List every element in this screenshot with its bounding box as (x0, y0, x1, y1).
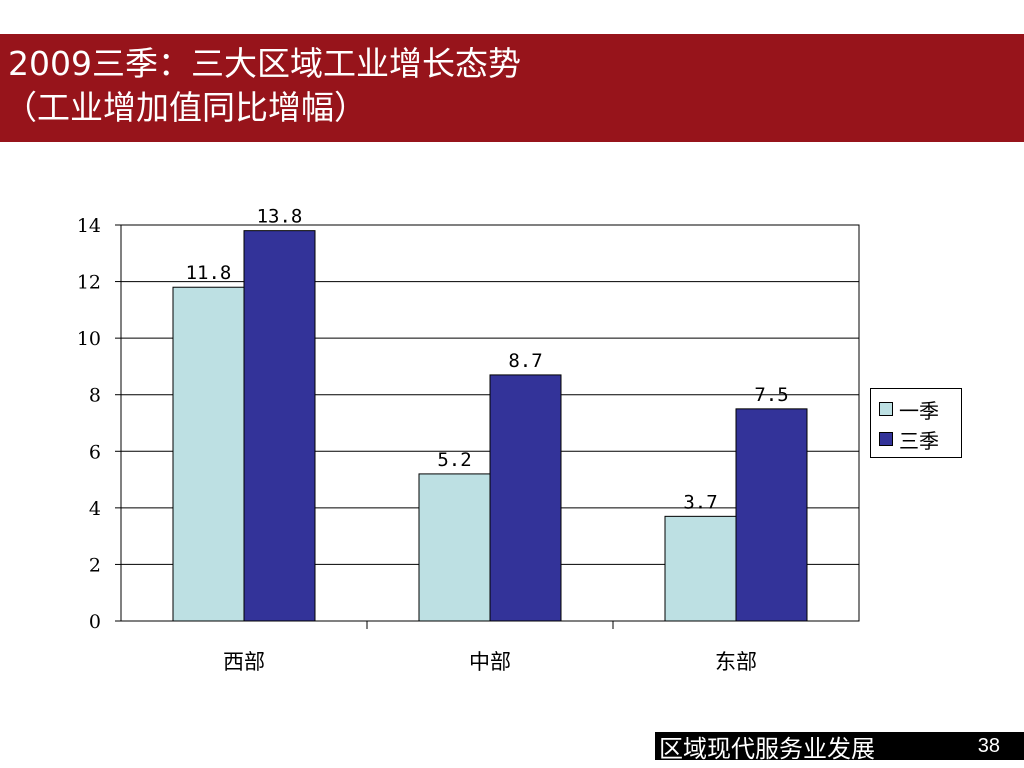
y-tick-label-2: 2 (89, 554, 101, 576)
slide-title: 2009三季：三大区域工业增长态势 (8, 44, 521, 83)
legend-swatch-series-2 (879, 432, 893, 446)
x-category-label-1: 西部 (223, 650, 265, 674)
bar-1-series-2 (243, 230, 316, 622)
legend-item-series-1: 一季 (879, 397, 939, 423)
y-tick-label-4: 4 (89, 498, 101, 520)
bar-3-series-2 (735, 408, 808, 622)
y-tick-label-0: 0 (89, 611, 101, 633)
chart-legend: 一季 三季 (870, 388, 962, 458)
y-tick-label-6: 6 (89, 441, 101, 463)
x-category-label-2: 中部 (469, 650, 511, 674)
legend-item-series-2: 三季 (879, 427, 939, 453)
bar-1-series-1 (172, 286, 245, 622)
y-tick-label-14: 14 (77, 215, 101, 237)
legend-swatch-series-1 (879, 402, 893, 416)
legend-label-series-2: 三季 (899, 428, 939, 453)
page-number: 38 (977, 734, 1000, 757)
slide-subtitle: （工业增加值同比增幅） (4, 88, 367, 127)
bar-2-series-1 (418, 473, 491, 622)
y-tick-label-12: 12 (77, 272, 101, 294)
data-label-3-series-2: 7.5 (754, 384, 788, 406)
bar-3-series-1 (664, 515, 737, 622)
data-label-2-series-1: 5.2 (437, 449, 471, 471)
data-label-1-series-1: 11.8 (186, 262, 232, 284)
data-label-2-series-2: 8.7 (508, 350, 542, 372)
data-label-3-series-1: 3.7 (683, 491, 717, 513)
title-banner: 2009三季：三大区域工业增长态势 （工业增加值同比增幅） (0, 34, 1024, 142)
y-tick-label-8: 8 (89, 385, 101, 407)
footer-title: 区域现代服务业发展 (659, 734, 875, 763)
y-tick-label-10: 10 (77, 328, 101, 350)
bar-2-series-2 (489, 374, 562, 622)
x-category-label-3: 东部 (715, 650, 757, 674)
footer-bar: 区域现代服务业发展 38 (655, 732, 1024, 763)
legend-label-series-1: 一季 (899, 398, 939, 423)
data-label-1-series-2: 13.8 (257, 206, 303, 228)
